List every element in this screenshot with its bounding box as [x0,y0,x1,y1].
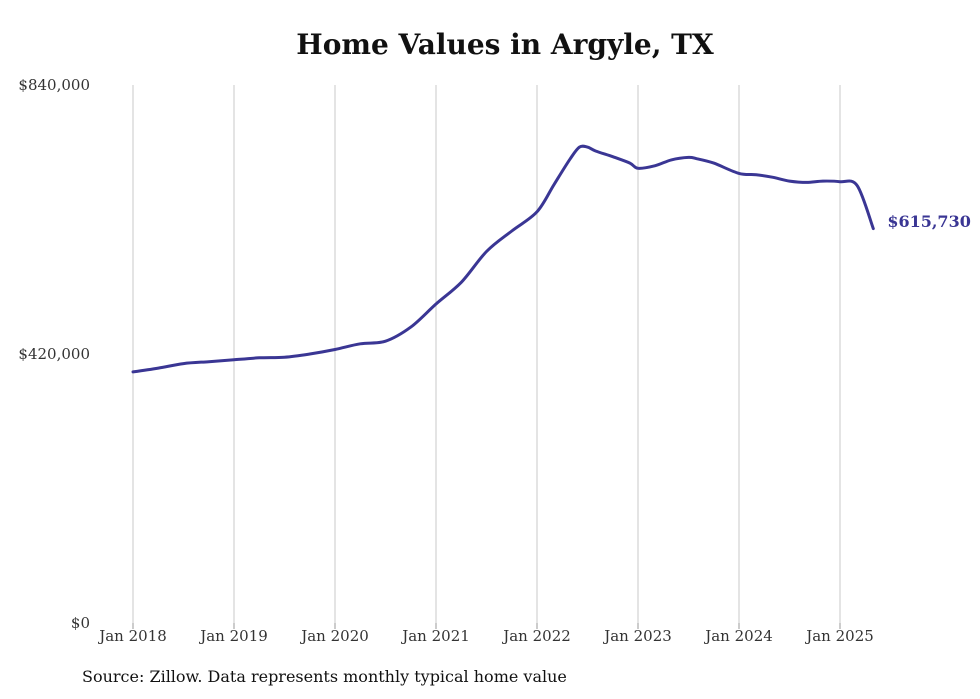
x-tick-label-5: Jan 2023 [602,627,672,645]
series-group [131,144,875,374]
x-tick-label-4: Jan 2022 [501,627,571,645]
series-line-0 [131,144,875,374]
x-tick-label-6: Jan 2024 [703,627,773,645]
chart-title: Home Values in Argyle, TX [296,28,714,61]
end-value-label: $615,730 [887,212,971,231]
x-tick-label-0: Jan 2018 [97,627,167,645]
x-tick-label-3: Jan 2021 [400,627,470,645]
y-tick-label-2: $840,000 [18,76,90,94]
vertical-gridlines [132,85,841,623]
line-chart: $0$420,000$840,000 Jan 2018 Jan 2019 Jan 2… [18,76,971,645]
x-axis-ticks: Jan 2018 Jan 2019 Jan 2020 Jan 2021 Jan 2022… [97,623,874,645]
x-tick-label-7: Jan 2025 [804,627,874,645]
x-tick-label-1: Jan 2019 [198,627,268,645]
y-axis-ticks: $0 $420,000 $840,000 [18,76,90,632]
source-note: Source: Zillow. Data represents monthly … [82,667,567,686]
x-tick-label-2: Jan 2020 [299,627,369,645]
y-tick-label-1: $420,000 [18,345,90,363]
y-tick-label-0: $0 [71,614,90,632]
